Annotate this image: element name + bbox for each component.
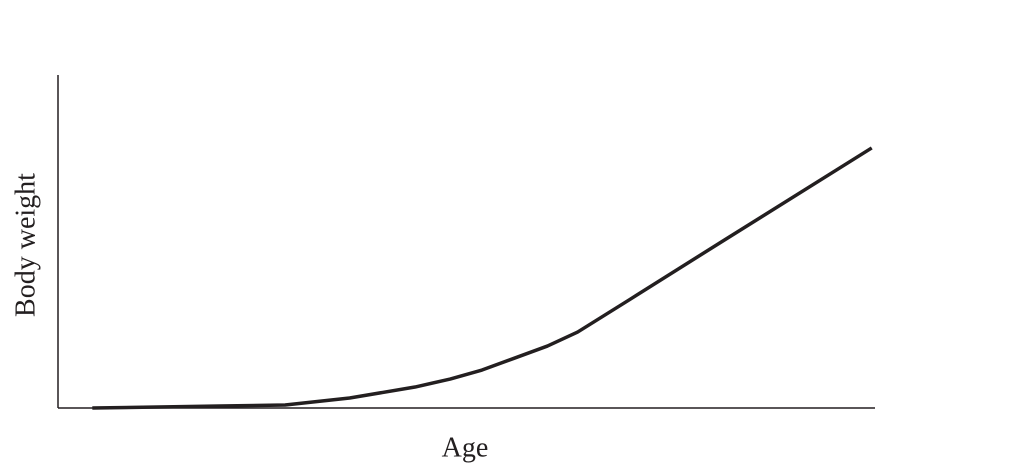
y-axis-label: Body weight xyxy=(10,173,41,317)
x-axis-label: Age xyxy=(442,432,489,463)
line xyxy=(92,146,873,410)
